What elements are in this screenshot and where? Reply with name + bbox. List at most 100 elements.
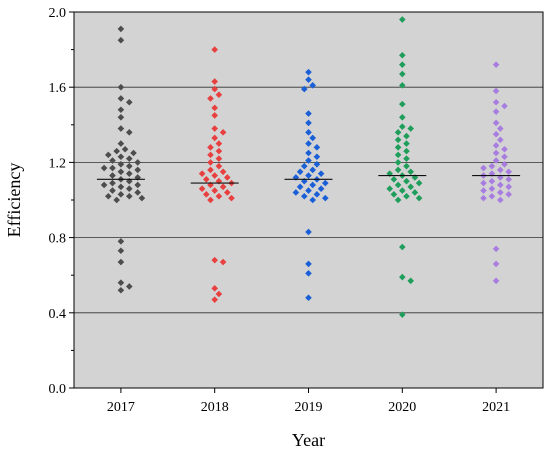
data-point-2019: [305, 294, 312, 302]
x-axis-title: Year: [292, 430, 325, 450]
data-point-2021: [505, 191, 512, 198]
data-point-2019: [305, 129, 312, 136]
data-point-2017: [126, 162, 133, 170]
data-point-2020: [390, 176, 398, 183]
data-point-2017: [117, 286, 125, 294]
data-point-2021: [501, 153, 508, 161]
y-tick-label: 2.0: [49, 6, 67, 21]
data-point-2018: [211, 112, 218, 119]
data-point-2018: [203, 176, 210, 183]
data-point-2021: [492, 260, 500, 268]
data-point-2017: [134, 159, 141, 166]
data-point-2020: [394, 166, 402, 174]
data-point-2017: [105, 151, 112, 159]
data-point-2018: [211, 125, 218, 132]
data-point-2018: [215, 162, 223, 170]
data-point-2017: [121, 145, 129, 153]
data-point-2020: [394, 129, 402, 136]
data-point-2017: [117, 95, 125, 102]
data-point-2020: [411, 189, 419, 196]
data-point-2017: [109, 164, 116, 172]
data-point-2019: [305, 76, 312, 83]
data-point-2021: [492, 98, 500, 106]
data-point-2019: [317, 185, 325, 193]
data-point-2017: [117, 160, 125, 168]
data-point-2020: [394, 196, 402, 204]
data-point-2019: [301, 162, 308, 170]
data-point-2019: [305, 228, 312, 236]
data-point-2020: [394, 159, 402, 166]
data-point-2019: [305, 270, 312, 277]
data-point-2021: [497, 166, 504, 174]
data-point-2021: [488, 162, 496, 170]
data-point-2018: [224, 189, 231, 196]
data-point-2020: [407, 183, 414, 191]
data-point-2017: [117, 279, 125, 287]
data-point-2019: [313, 144, 321, 151]
data-point-2021: [492, 61, 500, 68]
x-tick-label: 2019: [295, 400, 323, 415]
data-point-2020: [394, 136, 402, 144]
data-point-2021: [497, 189, 504, 196]
data-point-2019: [309, 134, 316, 142]
data-point-2021: [505, 183, 512, 191]
data-point-2020: [394, 181, 402, 189]
data-point-2018: [207, 159, 214, 166]
data-point-2020: [403, 155, 410, 162]
data-point-2021: [497, 125, 504, 132]
x-tick-label: 2020: [388, 400, 416, 415]
data-point-2017: [126, 283, 133, 290]
data-point-2021: [505, 176, 512, 183]
data-point-2017: [117, 191, 125, 198]
data-point-2017: [109, 172, 116, 179]
data-point-2017: [117, 238, 125, 245]
y-tick-label: 1.2: [49, 156, 67, 171]
data-point-2018: [207, 151, 214, 159]
data-point-2017: [117, 247, 125, 255]
data-point-2019: [317, 170, 325, 177]
data-point-2018: [224, 174, 231, 181]
x-tick-label: 2021: [482, 400, 510, 415]
data-point-2019: [305, 157, 312, 164]
data-point-2017: [126, 177, 133, 185]
data-point-2018: [211, 104, 218, 112]
data-point-2017: [117, 258, 125, 266]
data-point-2018: [207, 95, 214, 102]
data-point-2021: [501, 145, 508, 153]
data-point-2019: [313, 191, 321, 198]
data-point-2018: [211, 134, 218, 142]
data-point-2019: [305, 172, 312, 179]
data-point-2020: [399, 273, 406, 281]
data-point-2020: [399, 123, 406, 130]
data-point-2020: [399, 243, 406, 251]
data-point-2019: [322, 179, 329, 187]
data-point-2020: [386, 170, 393, 177]
data-point-2017: [126, 155, 133, 162]
data-point-2020: [399, 70, 406, 78]
data-point-2020: [403, 177, 410, 185]
data-points: [100, 16, 512, 318]
data-point-2019: [313, 153, 321, 161]
data-point-2021: [492, 149, 500, 157]
data-point-2021: [492, 108, 500, 115]
data-point-2021: [501, 102, 508, 110]
data-point-2020: [399, 61, 406, 68]
data-point-2018: [211, 172, 218, 179]
data-point-2017: [134, 166, 141, 174]
data-point-2020: [399, 16, 406, 23]
data-point-2019: [313, 160, 321, 168]
plot-area: [74, 12, 543, 388]
data-point-2021: [488, 177, 496, 185]
data-point-2017: [117, 36, 125, 44]
data-point-2017: [134, 189, 141, 196]
data-point-2018: [219, 183, 227, 191]
y-tick-label: 0.8: [49, 232, 67, 247]
data-point-2021: [480, 194, 487, 202]
data-point-2018: [215, 290, 223, 298]
data-point-2021: [492, 119, 500, 127]
data-point-2021: [492, 87, 500, 95]
data-point-2020: [403, 140, 410, 147]
data-point-2017: [113, 196, 120, 204]
data-point-2021: [497, 136, 504, 144]
data-point-2018: [203, 191, 210, 198]
